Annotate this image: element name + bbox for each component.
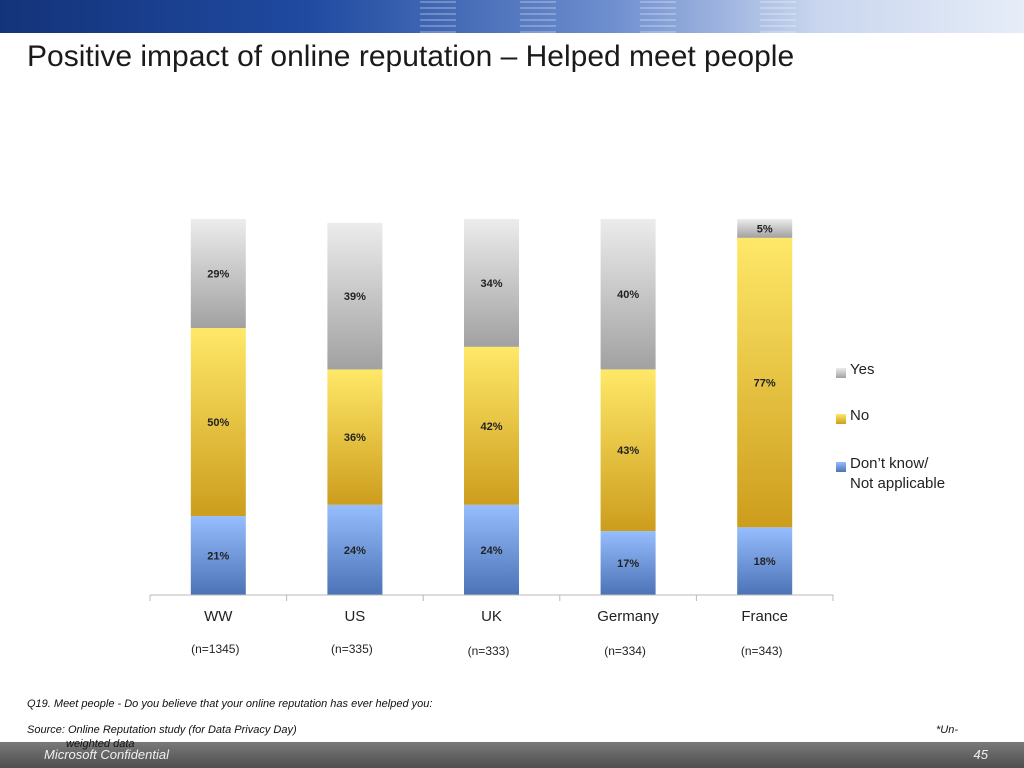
banner-decoration <box>520 0 556 33</box>
data-label: 34% <box>480 278 502 290</box>
footer-confidential: Microsoft Confidential <box>44 747 169 762</box>
legend-label: No <box>850 407 870 424</box>
sample-size-label: (n=335) <box>331 642 373 656</box>
sample-size-label: (n=343) <box>741 644 783 658</box>
data-label: 21% <box>207 551 229 563</box>
bar-segment <box>737 237 793 528</box>
sample-size-label: (n=1345) <box>191 642 239 656</box>
data-label: 43% <box>617 445 639 457</box>
bar-segment <box>464 219 519 347</box>
page-number: 45 <box>973 747 988 762</box>
legend-label: Don’t know/Not applicable <box>850 455 946 492</box>
data-label: 50% <box>207 417 229 429</box>
bar-segment <box>600 531 656 595</box>
data-label: 77% <box>754 378 776 390</box>
bar-segment <box>190 516 246 595</box>
question-note: Q19. Meet people - Do you believe that y… <box>27 698 433 710</box>
banner-decoration <box>640 0 676 33</box>
category-label: France <box>741 608 788 625</box>
data-label: 29% <box>207 269 229 281</box>
data-label: 39% <box>344 291 366 303</box>
data-label: 36% <box>344 432 366 444</box>
data-label: 40% <box>617 289 639 301</box>
sample-size-label: (n=333) <box>468 644 510 658</box>
bar-segment <box>464 504 519 595</box>
bar-segment <box>327 222 383 370</box>
bar-segment <box>327 504 383 595</box>
bar-segment <box>600 369 656 532</box>
data-label: 5% <box>757 223 773 235</box>
bar-segment <box>464 346 519 505</box>
footer-bar <box>0 742 1024 768</box>
bar-segment <box>600 219 656 370</box>
bar-segment <box>737 219 793 238</box>
sample-size-label: (n=334) <box>604 644 646 658</box>
header-banner <box>0 0 1024 33</box>
legend-swatch <box>836 414 846 424</box>
banner-decoration <box>420 0 456 33</box>
category-label: UK <box>481 608 502 625</box>
category-label: WW <box>204 608 233 625</box>
unweighted-note-suffix: weighted data <box>66 738 135 750</box>
bar-segment <box>190 328 246 517</box>
category-label: Germany <box>597 608 659 625</box>
stacked-bar-chart: 21% 50% 29% 24% 36% 39% 24% 42% 34% 17% 43% 40% 18% 7… <box>149 219 834 658</box>
slide-title: Positive impact of online reputation – H… <box>27 40 795 73</box>
source-note: Source: Online Reputation study (for Dat… <box>27 724 297 736</box>
data-label: 42% <box>480 421 502 433</box>
legend-swatch <box>836 462 846 472</box>
data-label: 18% <box>754 556 776 568</box>
category-label: US <box>344 608 365 625</box>
bar-segment <box>190 219 246 329</box>
data-label: 24% <box>480 545 502 557</box>
banner-decoration <box>760 0 796 33</box>
data-label: 24% <box>344 545 366 557</box>
unweighted-note-prefix: *Un- <box>936 724 959 736</box>
legend-swatch <box>836 368 846 378</box>
bar-segment <box>327 369 383 505</box>
data-label: 17% <box>617 558 639 570</box>
bar-segment <box>737 527 793 595</box>
legend-label: Yes <box>850 361 875 378</box>
